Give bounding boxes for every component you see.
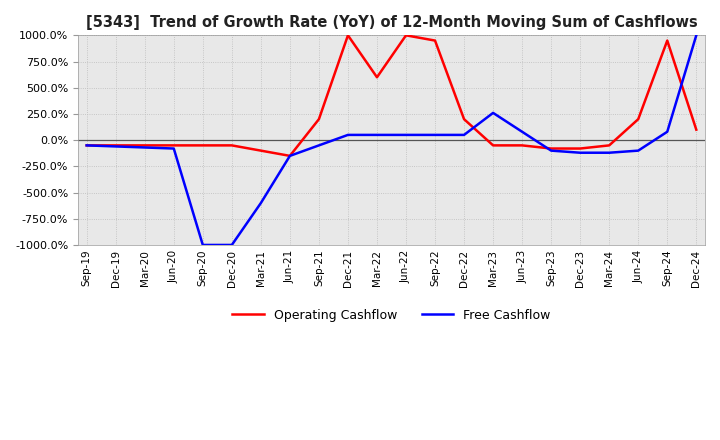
Free Cashflow: [402, 132, 410, 138]
Operating Cashflow: [315, 117, 323, 122]
Free Cashflow: [576, 150, 585, 155]
Free Cashflow: [286, 153, 294, 158]
Operating Cashflow: [546, 146, 555, 151]
Operating Cashflow: [228, 143, 236, 148]
Operating Cashflow: [489, 143, 498, 148]
Operating Cashflow: [373, 75, 382, 80]
Operating Cashflow: [343, 33, 352, 38]
Free Cashflow: [663, 129, 672, 134]
Free Cashflow: [315, 143, 323, 148]
Operating Cashflow: [663, 38, 672, 43]
Operating Cashflow: [169, 143, 178, 148]
Operating Cashflow: [112, 143, 120, 148]
Free Cashflow: [546, 148, 555, 153]
Operating Cashflow: [256, 148, 265, 153]
Operating Cashflow: [199, 143, 207, 148]
Line: Free Cashflow: Free Cashflow: [86, 35, 696, 245]
Free Cashflow: [489, 110, 498, 116]
Operating Cashflow: [140, 143, 149, 148]
Operating Cashflow: [286, 153, 294, 158]
Free Cashflow: [199, 242, 207, 248]
Free Cashflow: [431, 132, 439, 138]
Operating Cashflow: [460, 117, 469, 122]
Legend: Operating Cashflow, Free Cashflow: Operating Cashflow, Free Cashflow: [228, 304, 556, 327]
Operating Cashflow: [402, 33, 410, 38]
Free Cashflow: [112, 144, 120, 149]
Free Cashflow: [256, 200, 265, 205]
Operating Cashflow: [605, 143, 613, 148]
Operating Cashflow: [576, 146, 585, 151]
Free Cashflow: [343, 132, 352, 138]
Operating Cashflow: [82, 143, 91, 148]
Free Cashflow: [373, 132, 382, 138]
Free Cashflow: [692, 33, 701, 38]
Free Cashflow: [82, 143, 91, 148]
Free Cashflow: [634, 148, 642, 153]
Free Cashflow: [518, 129, 526, 134]
Operating Cashflow: [431, 38, 439, 43]
Free Cashflow: [140, 145, 149, 150]
Title: [5343]  Trend of Growth Rate (YoY) of 12-Month Moving Sum of Cashflows: [5343] Trend of Growth Rate (YoY) of 12-…: [86, 15, 698, 30]
Operating Cashflow: [692, 127, 701, 132]
Free Cashflow: [460, 132, 469, 138]
Free Cashflow: [169, 146, 178, 151]
Line: Operating Cashflow: Operating Cashflow: [86, 35, 696, 156]
Free Cashflow: [228, 242, 236, 248]
Free Cashflow: [605, 150, 613, 155]
Operating Cashflow: [634, 117, 642, 122]
Operating Cashflow: [518, 143, 526, 148]
